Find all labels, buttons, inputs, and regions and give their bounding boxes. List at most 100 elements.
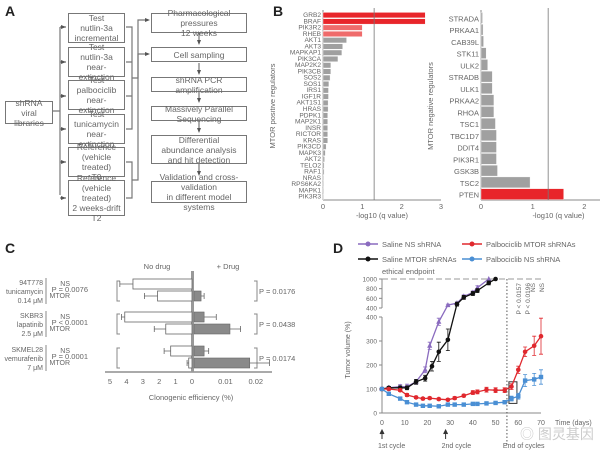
data-point bbox=[436, 404, 441, 409]
legend-label: Palbociclib MTOR shRNAs bbox=[486, 240, 576, 249]
p-value-left: P = 0.0001 bbox=[52, 352, 88, 361]
y-tick-label: 600 bbox=[366, 296, 377, 303]
bar-label: PRKAA1 bbox=[449, 26, 479, 35]
cycle-label: 1st cycle bbox=[378, 443, 405, 450]
data-point bbox=[484, 387, 489, 393]
bar-drug bbox=[193, 290, 202, 302]
data-point bbox=[413, 379, 419, 385]
data-point bbox=[493, 400, 498, 406]
row-label: NS bbox=[60, 281, 70, 288]
error-bar bbox=[249, 360, 270, 366]
bar-label: INSR bbox=[305, 125, 321, 132]
bar-igf1r bbox=[322, 93, 329, 100]
data-point bbox=[413, 402, 419, 407]
x-tick-label: 2 bbox=[157, 377, 161, 386]
bar-label: RHEB bbox=[303, 31, 322, 38]
p-bracket-right bbox=[254, 313, 258, 335]
bar-label: AKT3 bbox=[305, 43, 322, 50]
y-tick-label: 400 bbox=[366, 315, 377, 322]
x-tick-label: 3 bbox=[439, 202, 443, 211]
bar-mapk1 bbox=[322, 187, 324, 194]
row-label: NS bbox=[60, 314, 70, 321]
panel-a-workflow: shRNA viral libraries Test nutlin-3a inc… bbox=[0, 0, 270, 230]
bar-pten bbox=[480, 188, 564, 200]
bar-no-drug bbox=[188, 357, 193, 369]
bar-drug bbox=[193, 345, 205, 357]
cell-line-label: vemurafenib bbox=[4, 356, 43, 363]
data-point bbox=[531, 377, 537, 382]
condition-box: Test palbociclib near-extinction bbox=[68, 75, 125, 115]
panel-label-b: B bbox=[273, 3, 284, 19]
bar-telo2 bbox=[322, 162, 325, 169]
data-point bbox=[470, 401, 476, 407]
bar-drug bbox=[193, 357, 251, 369]
pipeline-step: Validation and cross-validation in diffe… bbox=[151, 172, 247, 212]
bar-label: PIK3R2 bbox=[298, 25, 321, 32]
bar-rictor bbox=[322, 131, 328, 138]
bar-label: STRADB bbox=[449, 73, 479, 82]
bar-no-drug bbox=[124, 311, 193, 323]
zero-axis bbox=[191, 271, 194, 372]
data-point bbox=[422, 375, 428, 381]
bar-label: NRAS bbox=[303, 175, 322, 182]
bar-rps6ka2 bbox=[322, 181, 324, 188]
endpoint-label: ethical endpoint bbox=[382, 267, 435, 276]
bar-label: BRAF bbox=[303, 18, 321, 25]
cell-line-label: 7 μM bbox=[27, 365, 43, 372]
bar-label: TSC1 bbox=[460, 120, 479, 129]
bar-irs1 bbox=[322, 87, 329, 94]
x-tick-label: 70 bbox=[537, 420, 545, 427]
error-bar bbox=[144, 293, 158, 299]
bar-insr bbox=[322, 124, 328, 131]
bar-label: AKT2 bbox=[305, 156, 322, 163]
bar-hras bbox=[322, 106, 329, 113]
bar-label: TELO2 bbox=[300, 162, 321, 169]
legend-marker bbox=[365, 256, 371, 262]
y-axis-title: MTOR positive regulators bbox=[270, 63, 277, 148]
x-axis-title: -log10 (q value) bbox=[356, 211, 409, 220]
bar-label: PIK3CD bbox=[297, 144, 321, 151]
panel-label-d: D bbox=[333, 240, 344, 256]
bar-raf1 bbox=[322, 168, 325, 175]
x-tick-label: 3 bbox=[141, 377, 145, 386]
bar-pik3cb bbox=[322, 68, 332, 75]
cycle-label: End of cycles bbox=[503, 443, 545, 450]
bar-strada bbox=[480, 12, 483, 24]
bar-kras bbox=[322, 137, 328, 144]
bar-tsc1 bbox=[480, 117, 496, 130]
bar-cab39l bbox=[480, 35, 484, 48]
bar-rhoa bbox=[480, 106, 495, 118]
significance-annotation: NS bbox=[530, 282, 537, 292]
legend-marker bbox=[469, 241, 475, 247]
row-label: MTOR bbox=[50, 293, 70, 300]
data-point bbox=[461, 295, 467, 300]
data-point bbox=[486, 276, 492, 281]
bar-label: DDIT4 bbox=[457, 144, 479, 153]
data-point bbox=[427, 395, 432, 401]
p-value-left: P = 0.0076 bbox=[52, 285, 88, 294]
source-box: shRNA viral libraries bbox=[5, 98, 53, 128]
bar-sos1 bbox=[322, 81, 330, 88]
data-point bbox=[445, 402, 451, 407]
bar-label: PIK3CA bbox=[298, 56, 322, 63]
bar-label: RAF1 bbox=[304, 169, 321, 176]
data-point bbox=[436, 396, 442, 402]
data-point bbox=[452, 395, 457, 401]
error-bar bbox=[204, 348, 210, 354]
bar-pik3ca bbox=[322, 56, 339, 62]
data-point bbox=[404, 385, 410, 391]
error-bar bbox=[163, 348, 171, 354]
data-point bbox=[436, 318, 442, 324]
error-bar bbox=[229, 326, 241, 332]
y-tick-label: 200 bbox=[366, 363, 377, 370]
data-point bbox=[538, 333, 544, 339]
p-value-right: P = 0.0176 bbox=[259, 287, 295, 296]
legend-label: Saline MTOR shRNAs bbox=[382, 255, 457, 264]
x-tick-label: 50 bbox=[492, 420, 500, 427]
bar-label: MAP2K1 bbox=[295, 119, 321, 126]
bar-stradb bbox=[480, 70, 493, 83]
x-tick-label: 30 bbox=[446, 420, 454, 427]
x-tick-label: 4 bbox=[124, 377, 128, 386]
cell-line-label: lapatinib bbox=[17, 322, 43, 329]
error-bar bbox=[204, 314, 217, 320]
